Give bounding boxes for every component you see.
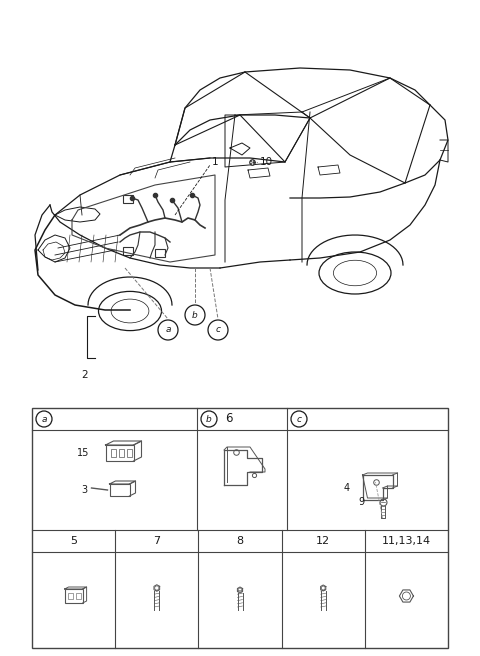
Text: a: a — [165, 325, 171, 335]
Text: a: a — [41, 415, 47, 424]
Text: 9: 9 — [359, 497, 364, 507]
Circle shape — [158, 320, 178, 340]
Text: c: c — [297, 415, 301, 424]
Text: 11,13,14: 11,13,14 — [382, 536, 431, 546]
Bar — [123, 247, 133, 255]
Text: 15: 15 — [77, 448, 89, 458]
Bar — [119, 449, 123, 457]
Text: c: c — [216, 325, 220, 335]
Bar — [127, 449, 132, 457]
Bar — [123, 195, 133, 203]
Text: 4: 4 — [343, 483, 349, 493]
Bar — [32, 408, 448, 648]
Circle shape — [201, 411, 217, 427]
Circle shape — [185, 305, 205, 325]
Circle shape — [36, 411, 52, 427]
Text: 10: 10 — [260, 157, 273, 167]
Bar — [109, 484, 130, 496]
Text: 2: 2 — [82, 370, 88, 380]
Bar — [155, 249, 165, 257]
Bar — [106, 445, 133, 461]
Circle shape — [291, 411, 307, 427]
Bar — [110, 449, 116, 457]
Circle shape — [208, 320, 228, 340]
Text: b: b — [192, 310, 198, 319]
Bar — [65, 589, 83, 603]
Text: b: b — [206, 415, 212, 424]
Text: 3: 3 — [82, 485, 87, 495]
Text: 8: 8 — [237, 536, 243, 546]
Text: 7: 7 — [153, 536, 160, 546]
Text: 1: 1 — [212, 157, 218, 167]
Bar — [68, 593, 72, 599]
Text: 5: 5 — [70, 536, 77, 546]
Text: 12: 12 — [316, 536, 330, 546]
Bar — [75, 593, 81, 599]
Text: 6: 6 — [225, 413, 232, 426]
